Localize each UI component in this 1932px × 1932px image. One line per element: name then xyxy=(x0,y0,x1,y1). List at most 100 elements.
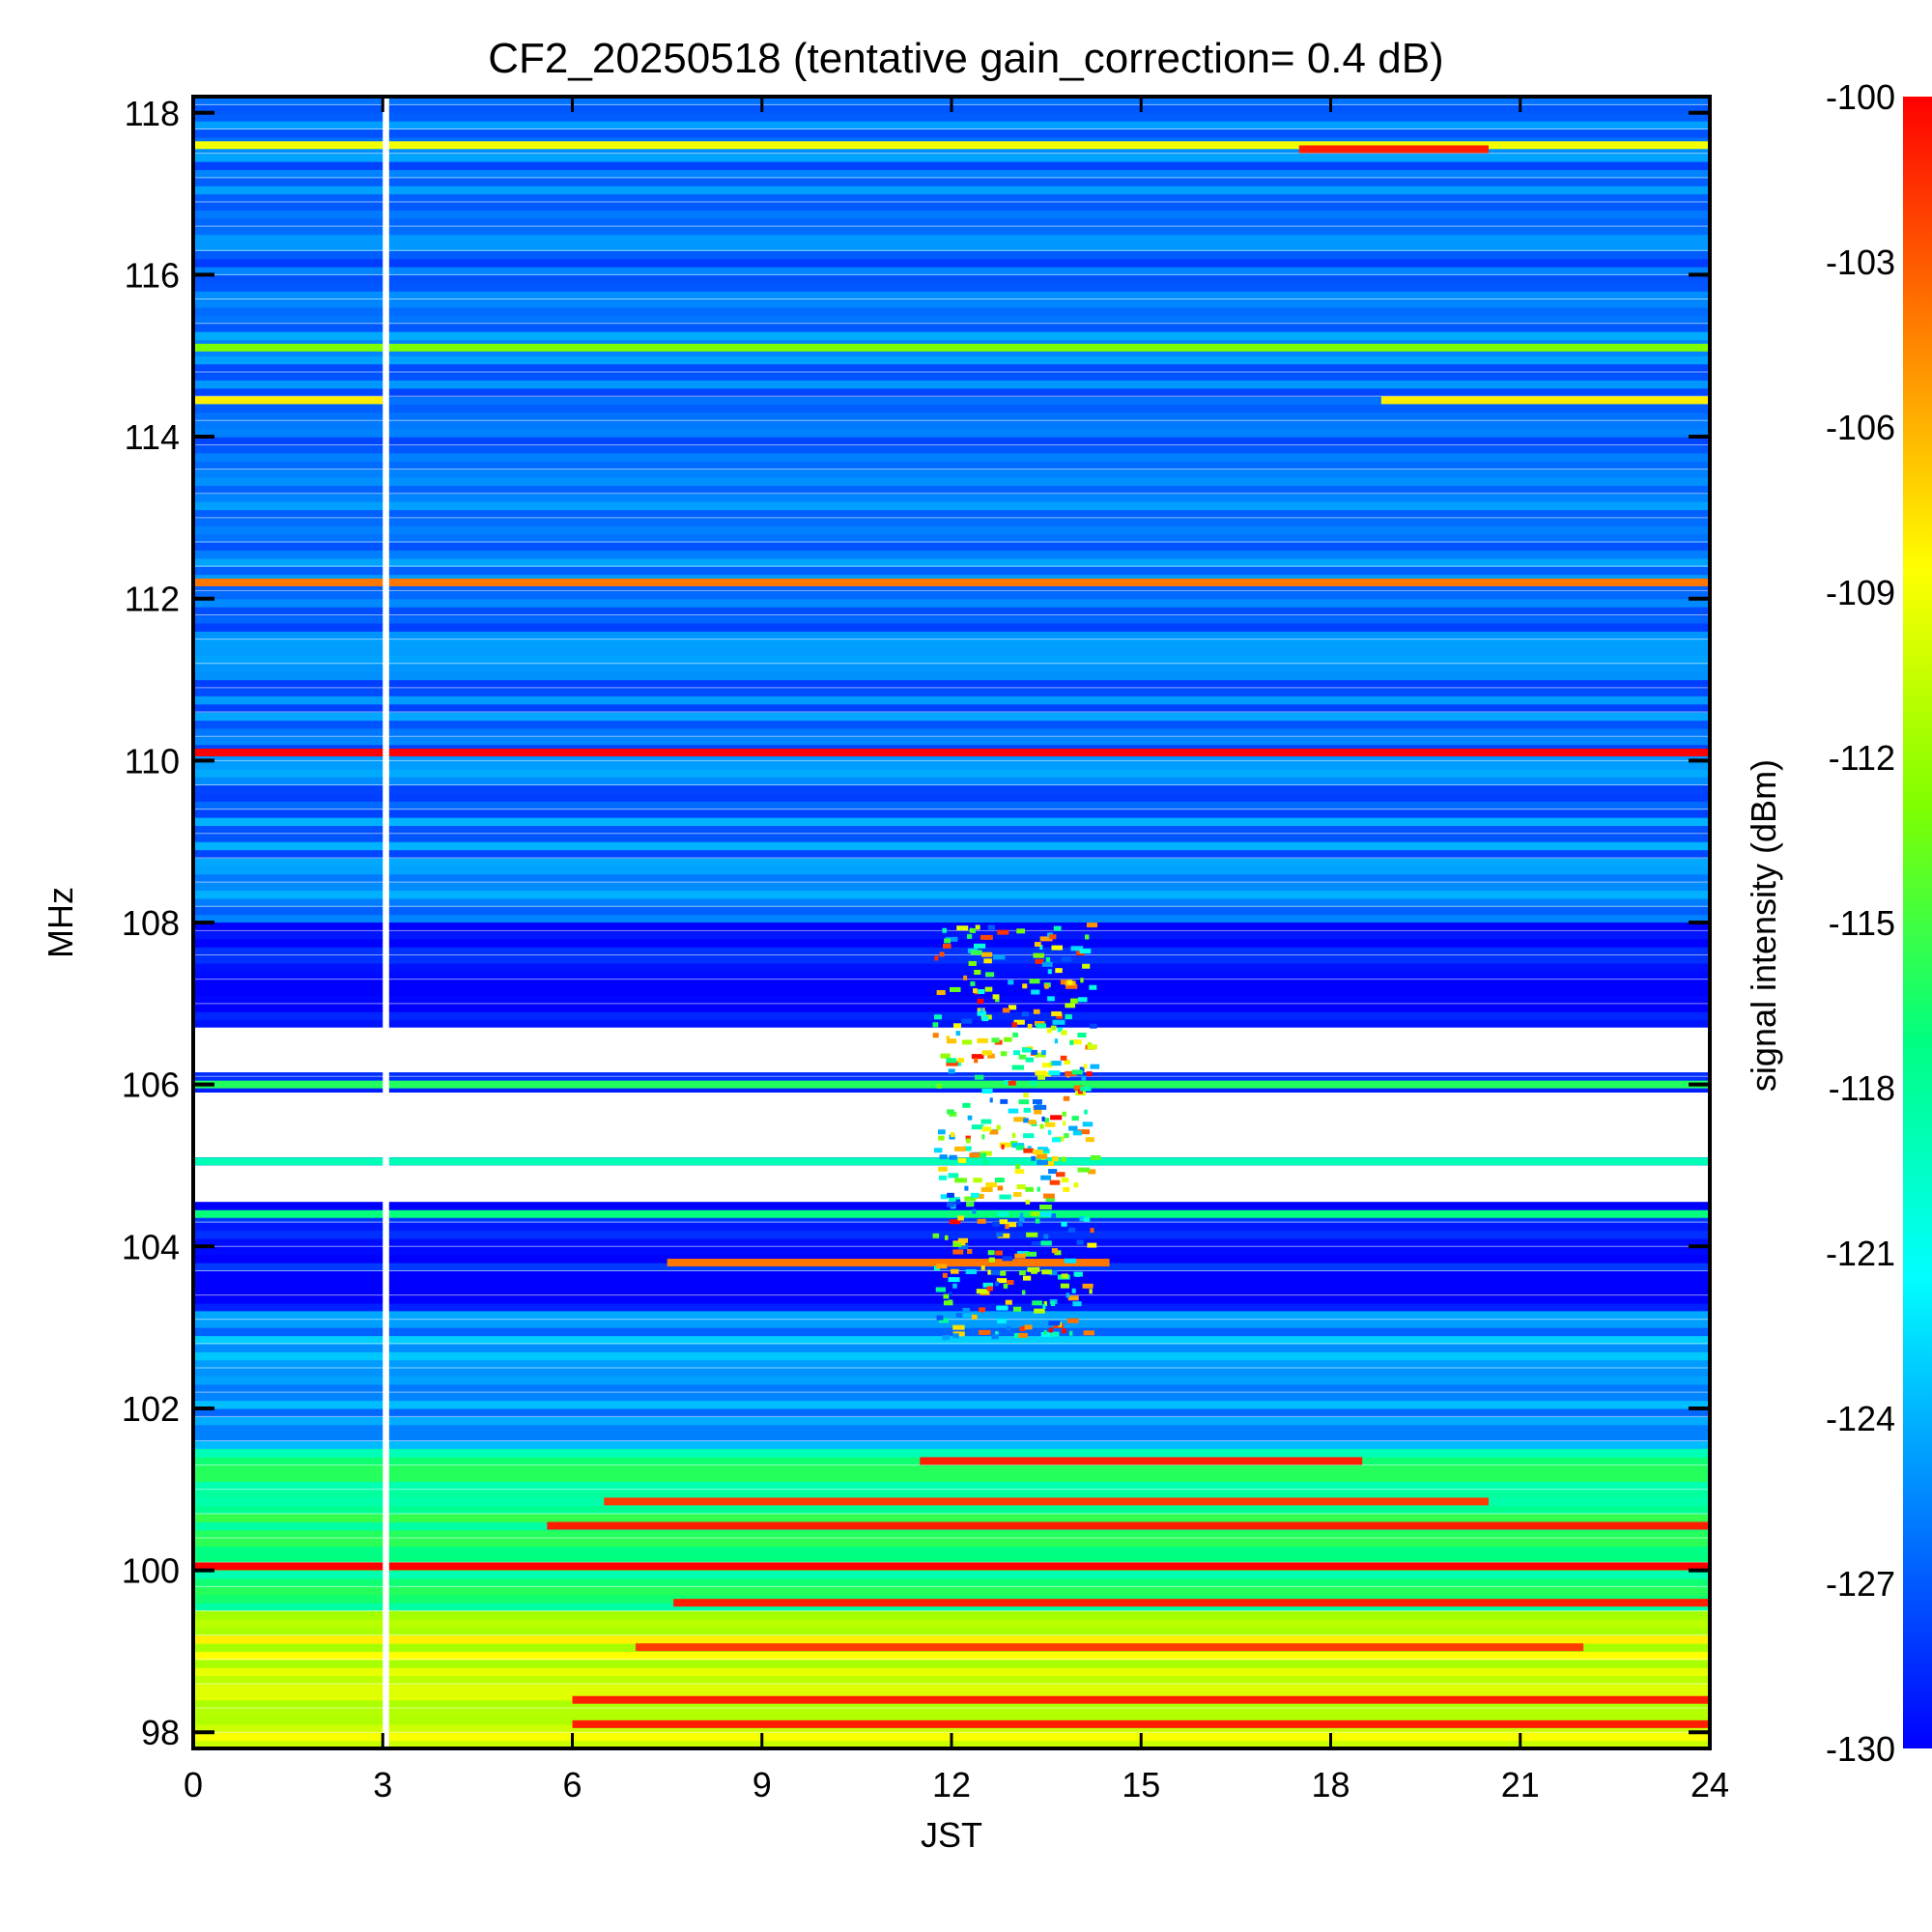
burst-speck xyxy=(1050,1025,1057,1031)
background-strip xyxy=(193,598,1710,608)
chart-title: CF2_20250518 (tentative gain_correction=… xyxy=(488,35,1443,82)
burst-speck xyxy=(1011,1132,1016,1138)
background-strip xyxy=(193,655,1710,665)
burst-speck xyxy=(1019,1212,1024,1218)
burst-speck xyxy=(1028,1120,1037,1125)
background-strip xyxy=(193,1019,1710,1029)
burst-speck xyxy=(967,1248,973,1254)
background-strip xyxy=(193,647,1710,656)
burst-speck xyxy=(1079,949,1092,954)
burst-speck xyxy=(1012,1032,1018,1037)
burst-speck xyxy=(971,1054,984,1060)
burst-speck xyxy=(1016,1251,1030,1257)
background-strip xyxy=(193,897,1710,907)
burst-speck xyxy=(969,927,974,933)
burst-speck xyxy=(1041,1063,1053,1068)
burst-speck xyxy=(987,924,995,930)
background-strip xyxy=(193,777,1710,786)
burst-speck xyxy=(933,1014,942,1020)
burst-speck xyxy=(943,1293,950,1299)
burst-speck xyxy=(1036,1153,1048,1159)
burst-speck xyxy=(1043,1193,1055,1199)
burst-speck xyxy=(1053,925,1062,931)
burst-speck xyxy=(985,972,995,978)
background-strip xyxy=(193,582,1710,591)
background-strip xyxy=(193,954,1710,964)
burst-speck xyxy=(939,952,945,957)
burst-speck xyxy=(1077,1129,1090,1135)
background-strip xyxy=(193,1230,1710,1239)
background-strip xyxy=(193,1222,1710,1232)
burst-speck xyxy=(1033,1009,1040,1014)
burst-speck xyxy=(1060,1055,1067,1061)
burst-speck xyxy=(1032,1150,1043,1155)
background-strip xyxy=(193,210,1710,219)
background-strip xyxy=(193,833,1710,842)
background-strip xyxy=(193,1473,1710,1482)
burst-speck xyxy=(1077,1033,1087,1038)
station-line xyxy=(193,396,384,405)
burst-speck xyxy=(1050,1331,1060,1337)
burst-speck xyxy=(994,1178,1005,1183)
burst-speck xyxy=(1014,1169,1025,1175)
background-strip xyxy=(193,355,1710,365)
burst-speck xyxy=(957,1058,965,1064)
background-strip xyxy=(193,1586,1710,1596)
burst-speck xyxy=(1018,1332,1028,1338)
burst-speck xyxy=(980,934,993,940)
burst-speck xyxy=(943,943,952,949)
burst-speck xyxy=(936,1083,942,1089)
background-strip xyxy=(193,509,1710,519)
background-strip xyxy=(193,452,1710,462)
background-strip xyxy=(193,792,1710,802)
background-strip xyxy=(193,995,1710,1005)
background-strip xyxy=(193,526,1710,535)
burst-speck xyxy=(1064,1133,1069,1139)
burst-speck xyxy=(1051,945,1064,951)
background-strip xyxy=(193,493,1710,502)
burst-speck xyxy=(1030,1080,1037,1086)
background-strip xyxy=(193,1376,1710,1385)
background-strip xyxy=(193,809,1710,818)
burst-speck xyxy=(1082,1122,1094,1127)
burst-speck xyxy=(989,1129,999,1135)
y-tick-label: 98 xyxy=(141,1713,180,1752)
background-strip xyxy=(193,185,1710,195)
burst-speck xyxy=(1052,1061,1062,1066)
burst-speck xyxy=(979,1329,991,1335)
burst-speck xyxy=(1025,1057,1035,1063)
background-strip xyxy=(193,461,1710,470)
x-axis-label: JST xyxy=(921,1815,982,1855)
background-strip xyxy=(193,1287,1710,1296)
burst-speck xyxy=(1049,1270,1058,1276)
background-strip xyxy=(193,923,1710,931)
background-strip xyxy=(193,566,1710,576)
burst-speck xyxy=(948,1068,955,1074)
background-strip xyxy=(193,1651,1710,1661)
burst-speck xyxy=(999,1142,1012,1148)
burst-speck xyxy=(954,1178,967,1183)
colorbar-tick-label: -109 xyxy=(1826,573,1895,612)
background-strip xyxy=(193,1603,1710,1612)
burst-speck xyxy=(1085,934,1090,940)
background-strip xyxy=(193,1368,1710,1378)
burst-speck xyxy=(1008,1108,1019,1114)
burst-speck xyxy=(1071,1288,1076,1293)
burst-speck xyxy=(1012,1050,1021,1056)
burst-speck xyxy=(1023,1118,1029,1123)
background-strip xyxy=(193,962,1710,972)
burst-speck xyxy=(1071,1069,1083,1075)
burst-speck xyxy=(976,1289,988,1294)
burst-speck xyxy=(968,960,977,966)
background-strip xyxy=(193,217,1710,227)
burst-speck xyxy=(954,1146,966,1151)
background-strip xyxy=(193,306,1710,316)
burst-speck xyxy=(1033,952,1044,958)
background-strip xyxy=(193,542,1710,552)
burst-speck xyxy=(970,950,982,955)
burst-speck xyxy=(948,1173,952,1179)
burst-speck xyxy=(1069,1039,1082,1045)
burst-speck xyxy=(980,1008,984,1013)
y-tick-label: 104 xyxy=(122,1227,180,1266)
burst-speck xyxy=(934,955,939,961)
